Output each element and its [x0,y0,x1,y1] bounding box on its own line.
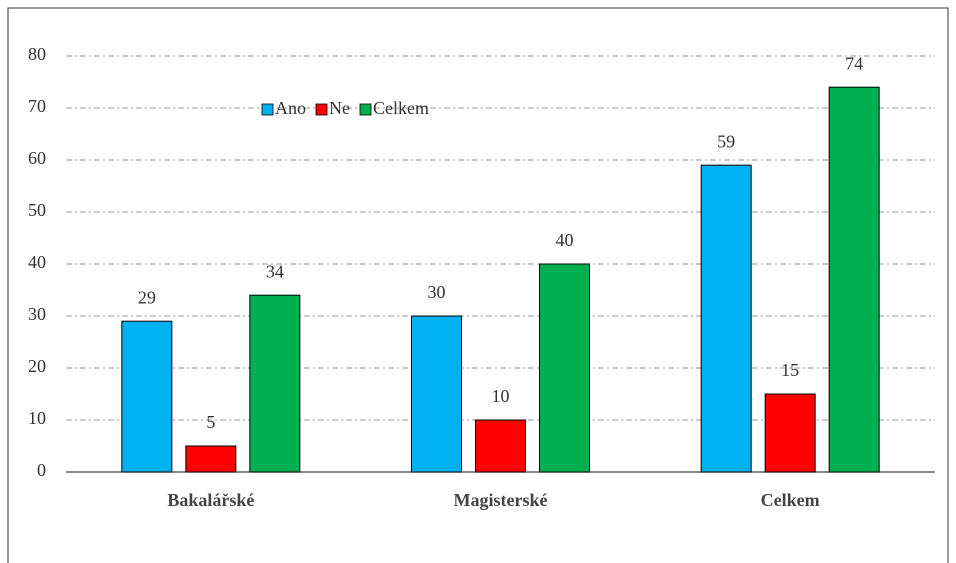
legend-swatch [315,103,328,116]
data-label: 29 [138,287,156,307]
data-label: 40 [556,230,574,250]
data-label: 74 [845,53,863,73]
bar [411,315,462,473]
bar [121,320,173,473]
x-tick-label: Bakalářské [167,490,254,510]
bar [249,294,301,473]
y-tick-label: 80 [28,44,46,64]
y-tick-label: 30 [28,304,46,324]
y-tick-label: 10 [28,408,46,428]
bar [475,419,526,473]
bar [700,164,752,473]
data-label: 5 [206,412,215,432]
data-label: 15 [781,360,799,380]
legend-swatch [359,103,372,116]
data-label: 30 [428,282,446,302]
data-label: 34 [266,261,284,281]
y-tick-label: 20 [28,356,46,376]
y-tick-label: 50 [28,200,46,220]
legend-swatch [261,103,274,116]
legend-label: Celkem [373,98,429,118]
chart-frame [7,7,949,563]
bar [539,263,590,473]
x-tick-label: Magisterské [454,490,548,510]
y-tick-label: 70 [28,96,46,116]
bar [185,445,237,473]
y-tick-label: 0 [37,460,46,480]
bar [764,393,816,473]
legend-label: Ano [275,98,306,118]
data-label: 10 [492,386,510,406]
x-tick-label: Celkem [761,490,820,510]
legend-label: Ne [329,98,350,118]
bar [828,86,880,473]
y-tick-label: 60 [28,148,46,168]
y-tick-label: 40 [28,252,46,272]
data-label: 59 [717,131,735,151]
